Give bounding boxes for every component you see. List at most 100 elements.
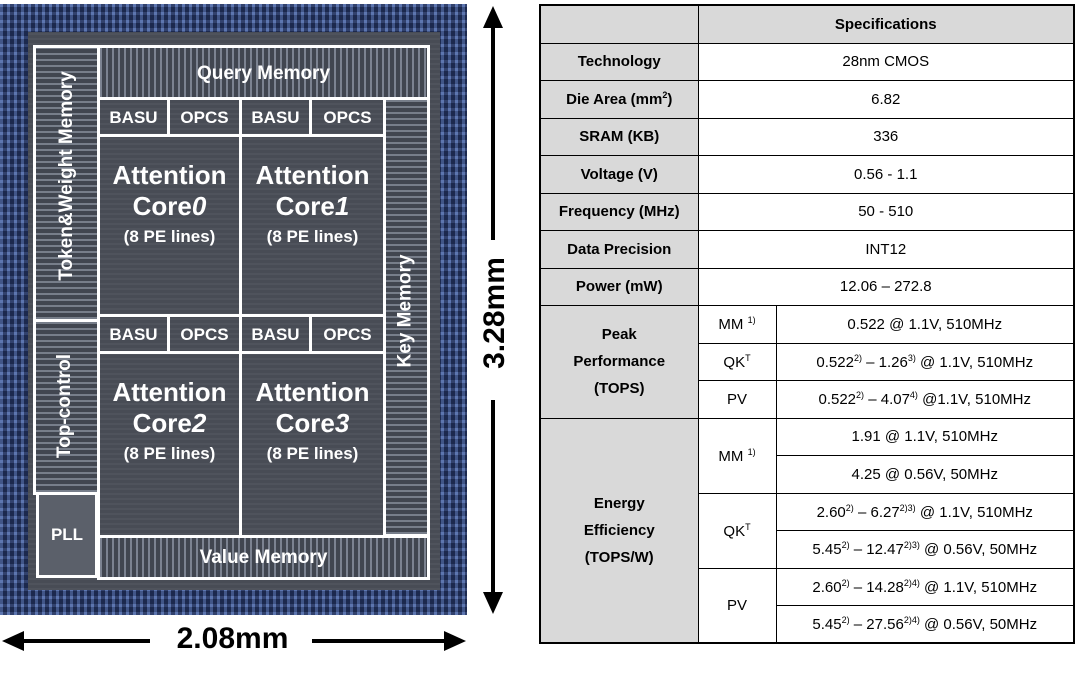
pll-label: PLL — [50, 525, 84, 544]
row-value: 6.82 — [697, 79, 1075, 119]
mm-label: MM 1) — [697, 304, 777, 344]
peak-pv-value: 0.5222) – 4.074) @1.1V, 510MHz — [775, 379, 1075, 419]
token-weight-memory-block: Token&Weight Memory — [33, 45, 100, 322]
row-label: Die Area (mm2) — [539, 79, 699, 119]
basu-label: BASU — [251, 325, 300, 344]
row-label: Frequency (MHz) — [539, 192, 699, 231]
core-title-word: Core — [275, 408, 335, 438]
basu-block: BASU — [239, 314, 312, 354]
core-pe-lines: (8 PE lines) — [123, 227, 216, 246]
query-memory-block: Query Memory — [97, 45, 430, 100]
row-value: 50 - 510 — [697, 192, 1075, 231]
table-header: Specifications — [697, 4, 1075, 44]
core-pe-lines: (8 PE lines) — [123, 444, 216, 463]
peak-mm-value: 0.522 @ 1.1V, 510MHz — [775, 304, 1075, 344]
value-part: @1.1V, 510MHz — [917, 391, 1032, 408]
superscript: 2) — [853, 352, 862, 363]
qk-label: QKT — [697, 492, 777, 569]
row-value: 0.56 - 1.1 — [697, 154, 1075, 194]
value-part: @ 1.1V, 510MHz — [915, 353, 1034, 371]
basu-block: BASU — [97, 314, 170, 354]
token-weight-memory-label: Token&Weight Memory — [56, 71, 77, 281]
mm-label: MM 1) — [697, 417, 777, 494]
energy-pv-value-1: 2.602) – 14.282)4) @ 1.1V, 510MHz — [775, 567, 1075, 606]
die-area-label: Die Area (mm — [566, 91, 663, 108]
opcs-block: OPCS — [167, 97, 242, 137]
superscript: 2) — [841, 577, 850, 588]
row-label: Technology — [539, 42, 699, 81]
superscript: 2)4) — [903, 577, 920, 588]
opcs-block: OPCS — [309, 97, 386, 137]
superscript: 2)4) — [903, 614, 920, 625]
pll-block: PLL — [36, 492, 98, 578]
value-part: 5.45 — [812, 615, 842, 633]
row-value: 28nm CMOS — [697, 42, 1075, 81]
pv-label: PV — [697, 379, 777, 419]
die-core-area: Token&Weight Memory Top-control PLL Quer… — [28, 32, 440, 590]
superscript: 1) — [747, 315, 756, 325]
energy-label-line1: Energy — [593, 494, 645, 512]
opcs-label: OPCS — [323, 108, 372, 127]
chip-die-photo: Token&Weight Memory Top-control PLL Quer… — [0, 4, 467, 615]
row-value: 12.06 – 272.8 — [697, 267, 1075, 306]
opcs-block: OPCS — [309, 314, 386, 354]
superscript: 2 — [662, 90, 668, 100]
core-title: Attention Core1 — [242, 160, 383, 222]
core-title: Attention Core0 — [100, 160, 239, 222]
qk-text: QK — [723, 353, 746, 371]
top-control-label: Top-control — [54, 353, 75, 459]
row-value: INT12 — [697, 229, 1075, 269]
core-index: 1 — [334, 191, 350, 221]
energy-qk-value-1: 2.602) – 6.272)3) @ 1.1V, 510MHz — [775, 492, 1075, 531]
opcs-label: OPCS — [180, 325, 229, 344]
superscript: 2) — [841, 614, 850, 625]
height-dimension-arrow — [483, 6, 503, 614]
header-blank-cell — [539, 4, 699, 44]
peak-qk-value: 0.5222) – 1.263) @ 1.1V, 510MHz — [775, 342, 1075, 381]
energy-pv-value-2: 5.452) – 27.562)4) @ 0.56V, 50MHz — [775, 604, 1075, 644]
height-label: 3.28mm — [478, 257, 511, 369]
value-memory-block: Value Memory — [97, 535, 430, 580]
attention-core-2: BASU OPCS Attention Core2 (8 PE lines) — [97, 314, 242, 538]
superscript: 2)3) — [899, 502, 916, 513]
value-part: @ 1.1V, 510MHz — [915, 503, 1033, 521]
energy-mm-value-2: 4.25 @ 0.56V, 50MHz — [775, 454, 1075, 494]
value-memory-label: Value Memory — [199, 547, 328, 568]
core-index: 3 — [334, 408, 350, 438]
superscript: T — [745, 352, 751, 363]
basu-block: BASU — [239, 97, 312, 137]
basu-label: BASU — [109, 325, 158, 344]
superscript: 3) — [907, 352, 916, 363]
core-pe-lines: (8 PE lines) — [266, 444, 359, 463]
superscript: 1) — [747, 446, 756, 457]
value-part: – 12.47 — [849, 541, 904, 558]
energy-label-line2: Efficiency — [583, 521, 655, 539]
superscript: 2) — [845, 502, 854, 513]
value-part: 2.60 — [812, 578, 842, 596]
value-part: – 14.28 — [849, 578, 904, 596]
core-title-prefix: Attention — [255, 160, 370, 190]
basu-label: BASU — [109, 108, 158, 127]
row-label: SRAM (KB) — [539, 117, 699, 156]
core-title-word: Core — [275, 191, 335, 221]
peak-performance-label: Peak Performance (TOPS) — [539, 304, 699, 419]
value-part: 0.522 — [816, 353, 854, 371]
row-label: Voltage (V) — [539, 154, 699, 194]
key-memory-label: Key Memory — [394, 254, 416, 368]
core-title-prefix: Attention — [112, 160, 227, 190]
energy-label-line3: (TOPS/W) — [584, 548, 654, 566]
row-label: Power (mW) — [539, 267, 699, 306]
core-index: 0 — [191, 191, 207, 221]
value-part: @ 1.1V, 510MHz — [919, 578, 1038, 596]
specifications-table: Specifications Technology 28nm CMOS Die … — [539, 4, 1075, 644]
core-title: Attention Core2 — [100, 377, 239, 439]
opcs-block: OPCS — [167, 314, 242, 354]
core-title-word: Core — [132, 408, 192, 438]
attention-core-0: BASU OPCS Attention Core0 (8 PE lines) — [97, 97, 242, 317]
row-label: Data Precision — [539, 229, 699, 269]
opcs-label: OPCS — [323, 325, 372, 344]
value-part: 5.45 — [812, 541, 842, 558]
value-part: @ 0.56V, 50MHz — [919, 615, 1038, 633]
width-label: 2.08mm — [176, 622, 289, 655]
mm-text: MM — [718, 316, 744, 333]
